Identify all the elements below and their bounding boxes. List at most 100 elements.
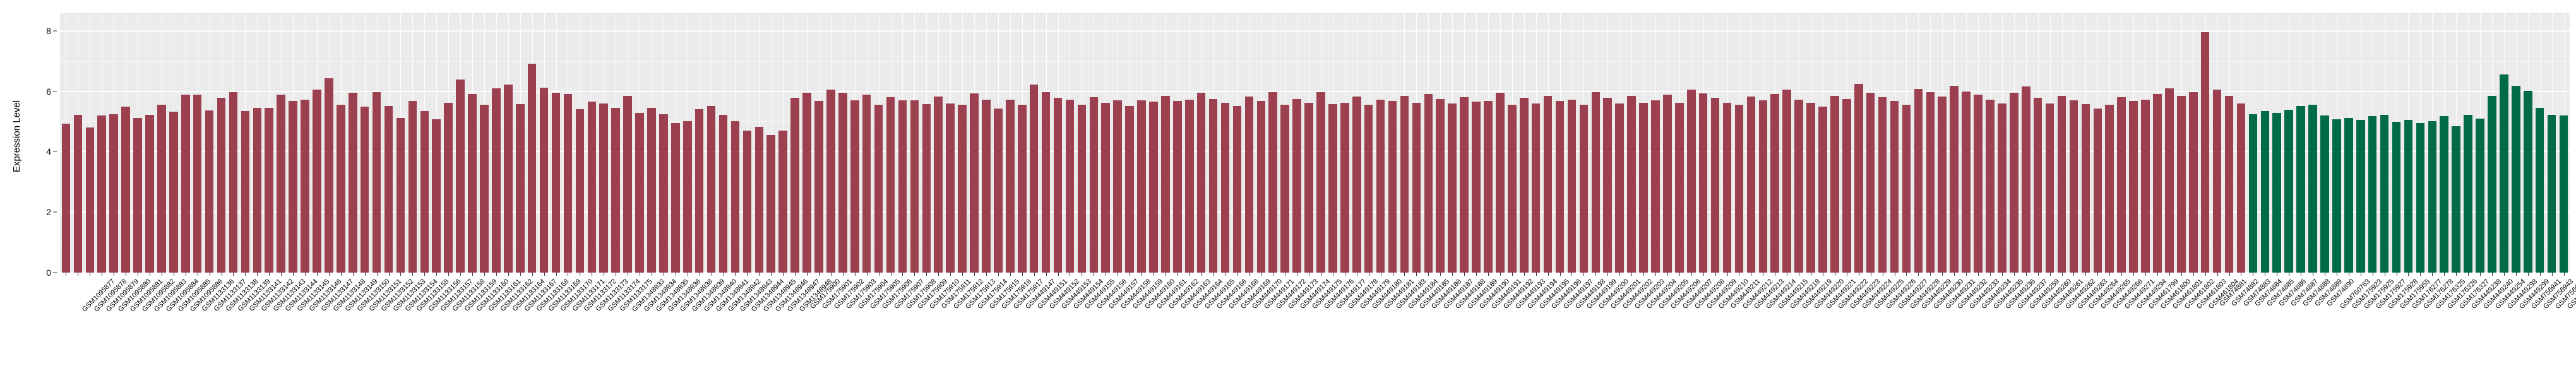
bar[interactable] (1854, 83, 1863, 273)
bar[interactable] (695, 109, 704, 273)
bar[interactable] (1651, 100, 1660, 273)
bar[interactable] (253, 107, 262, 273)
bar[interactable] (826, 90, 835, 273)
bar[interactable] (838, 92, 847, 273)
bar[interactable] (1137, 100, 1146, 273)
bar[interactable] (1220, 102, 1230, 273)
bar[interactable] (754, 127, 764, 273)
bar[interactable] (1806, 102, 1815, 273)
bar[interactable] (1184, 99, 1194, 273)
bar[interactable] (2380, 114, 2389, 273)
bar[interactable] (1508, 105, 1517, 273)
bar[interactable] (635, 113, 644, 273)
bar[interactable] (1006, 99, 1015, 273)
bar[interactable] (2200, 32, 2210, 273)
bar[interactable] (982, 99, 991, 273)
bar[interactable] (2272, 113, 2282, 273)
bar[interactable] (217, 98, 226, 273)
bar[interactable] (1424, 94, 1433, 273)
bar[interactable] (1232, 105, 1242, 273)
bar[interactable] (1065, 99, 1075, 273)
bar[interactable] (1208, 98, 1218, 273)
bar[interactable] (85, 127, 95, 273)
bar[interactable] (492, 88, 501, 273)
bar[interactable] (946, 103, 955, 273)
bar[interactable] (2284, 110, 2293, 273)
bar[interactable] (2117, 97, 2126, 273)
bar[interactable] (862, 95, 871, 273)
bar[interactable] (480, 104, 489, 273)
bar[interactable] (97, 115, 107, 273)
bar[interactable] (898, 100, 907, 273)
bar[interactable] (1340, 102, 1349, 273)
bar[interactable] (1722, 102, 1732, 273)
bar[interactable] (2488, 95, 2496, 273)
bar[interactable] (1053, 98, 1063, 273)
bar[interactable] (958, 105, 967, 273)
bar[interactable] (2224, 95, 2234, 273)
bar[interactable] (2547, 114, 2556, 273)
bar[interactable] (1412, 102, 1421, 273)
bar[interactable] (1017, 105, 1027, 273)
bar[interactable] (1149, 102, 1158, 273)
bar[interactable] (2081, 103, 2090, 273)
bar[interactable] (1113, 100, 1122, 273)
bar[interactable] (205, 110, 214, 273)
bar[interactable] (742, 130, 752, 273)
bar[interactable] (1376, 99, 1385, 273)
bar[interactable] (2535, 107, 2544, 273)
bar[interactable] (1400, 95, 1409, 273)
bar[interactable] (289, 100, 297, 273)
bar[interactable] (910, 100, 919, 273)
bar[interactable] (2105, 105, 2114, 273)
bar[interactable] (2153, 94, 2162, 273)
bar[interactable] (527, 64, 537, 273)
bar[interactable] (1639, 102, 1648, 273)
bar[interactable] (539, 87, 549, 273)
bar[interactable] (1280, 105, 1289, 273)
bar[interactable] (2332, 119, 2341, 273)
bar[interactable] (1555, 100, 1565, 273)
bar[interactable] (1161, 95, 1170, 273)
bar[interactable] (1914, 88, 1923, 273)
bar[interactable] (2476, 118, 2484, 273)
bar[interactable] (157, 105, 166, 273)
bar[interactable] (1496, 92, 1505, 273)
bar[interactable] (1460, 97, 1469, 273)
bar[interactable] (1878, 97, 1887, 273)
bar[interactable] (1543, 95, 1553, 273)
bar[interactable] (874, 105, 883, 273)
bar[interactable] (265, 107, 274, 273)
bar[interactable] (348, 92, 357, 273)
bar[interactable] (1794, 99, 1803, 273)
bar[interactable] (2320, 115, 2329, 273)
bar[interactable] (1603, 98, 1613, 273)
bar[interactable] (1364, 105, 1373, 273)
bar[interactable] (587, 102, 597, 273)
bar[interactable] (337, 105, 345, 273)
bar[interactable] (2129, 100, 2138, 273)
bar[interactable] (504, 85, 513, 273)
bar[interactable] (1758, 100, 1768, 273)
bar[interactable] (193, 95, 202, 273)
bar[interactable] (1830, 95, 1839, 273)
bar[interactable] (1686, 90, 1696, 273)
bar[interactable] (396, 117, 405, 273)
bar[interactable] (1842, 98, 1851, 273)
bar[interactable] (1041, 92, 1051, 273)
bar[interactable] (2069, 100, 2078, 273)
bar[interactable] (1531, 103, 1541, 273)
bar[interactable] (2368, 115, 2377, 273)
bar[interactable] (683, 121, 692, 273)
bar[interactable] (814, 100, 823, 273)
bar[interactable] (241, 110, 250, 273)
bar[interactable] (2416, 122, 2425, 273)
bar[interactable] (456, 80, 465, 273)
bar[interactable] (1675, 102, 1684, 273)
bar[interactable] (611, 107, 620, 273)
bar[interactable] (1268, 92, 1278, 273)
bar[interactable] (551, 92, 561, 273)
bar[interactable] (1173, 100, 1182, 273)
bar[interactable] (2248, 114, 2258, 273)
bar[interactable] (420, 110, 429, 273)
